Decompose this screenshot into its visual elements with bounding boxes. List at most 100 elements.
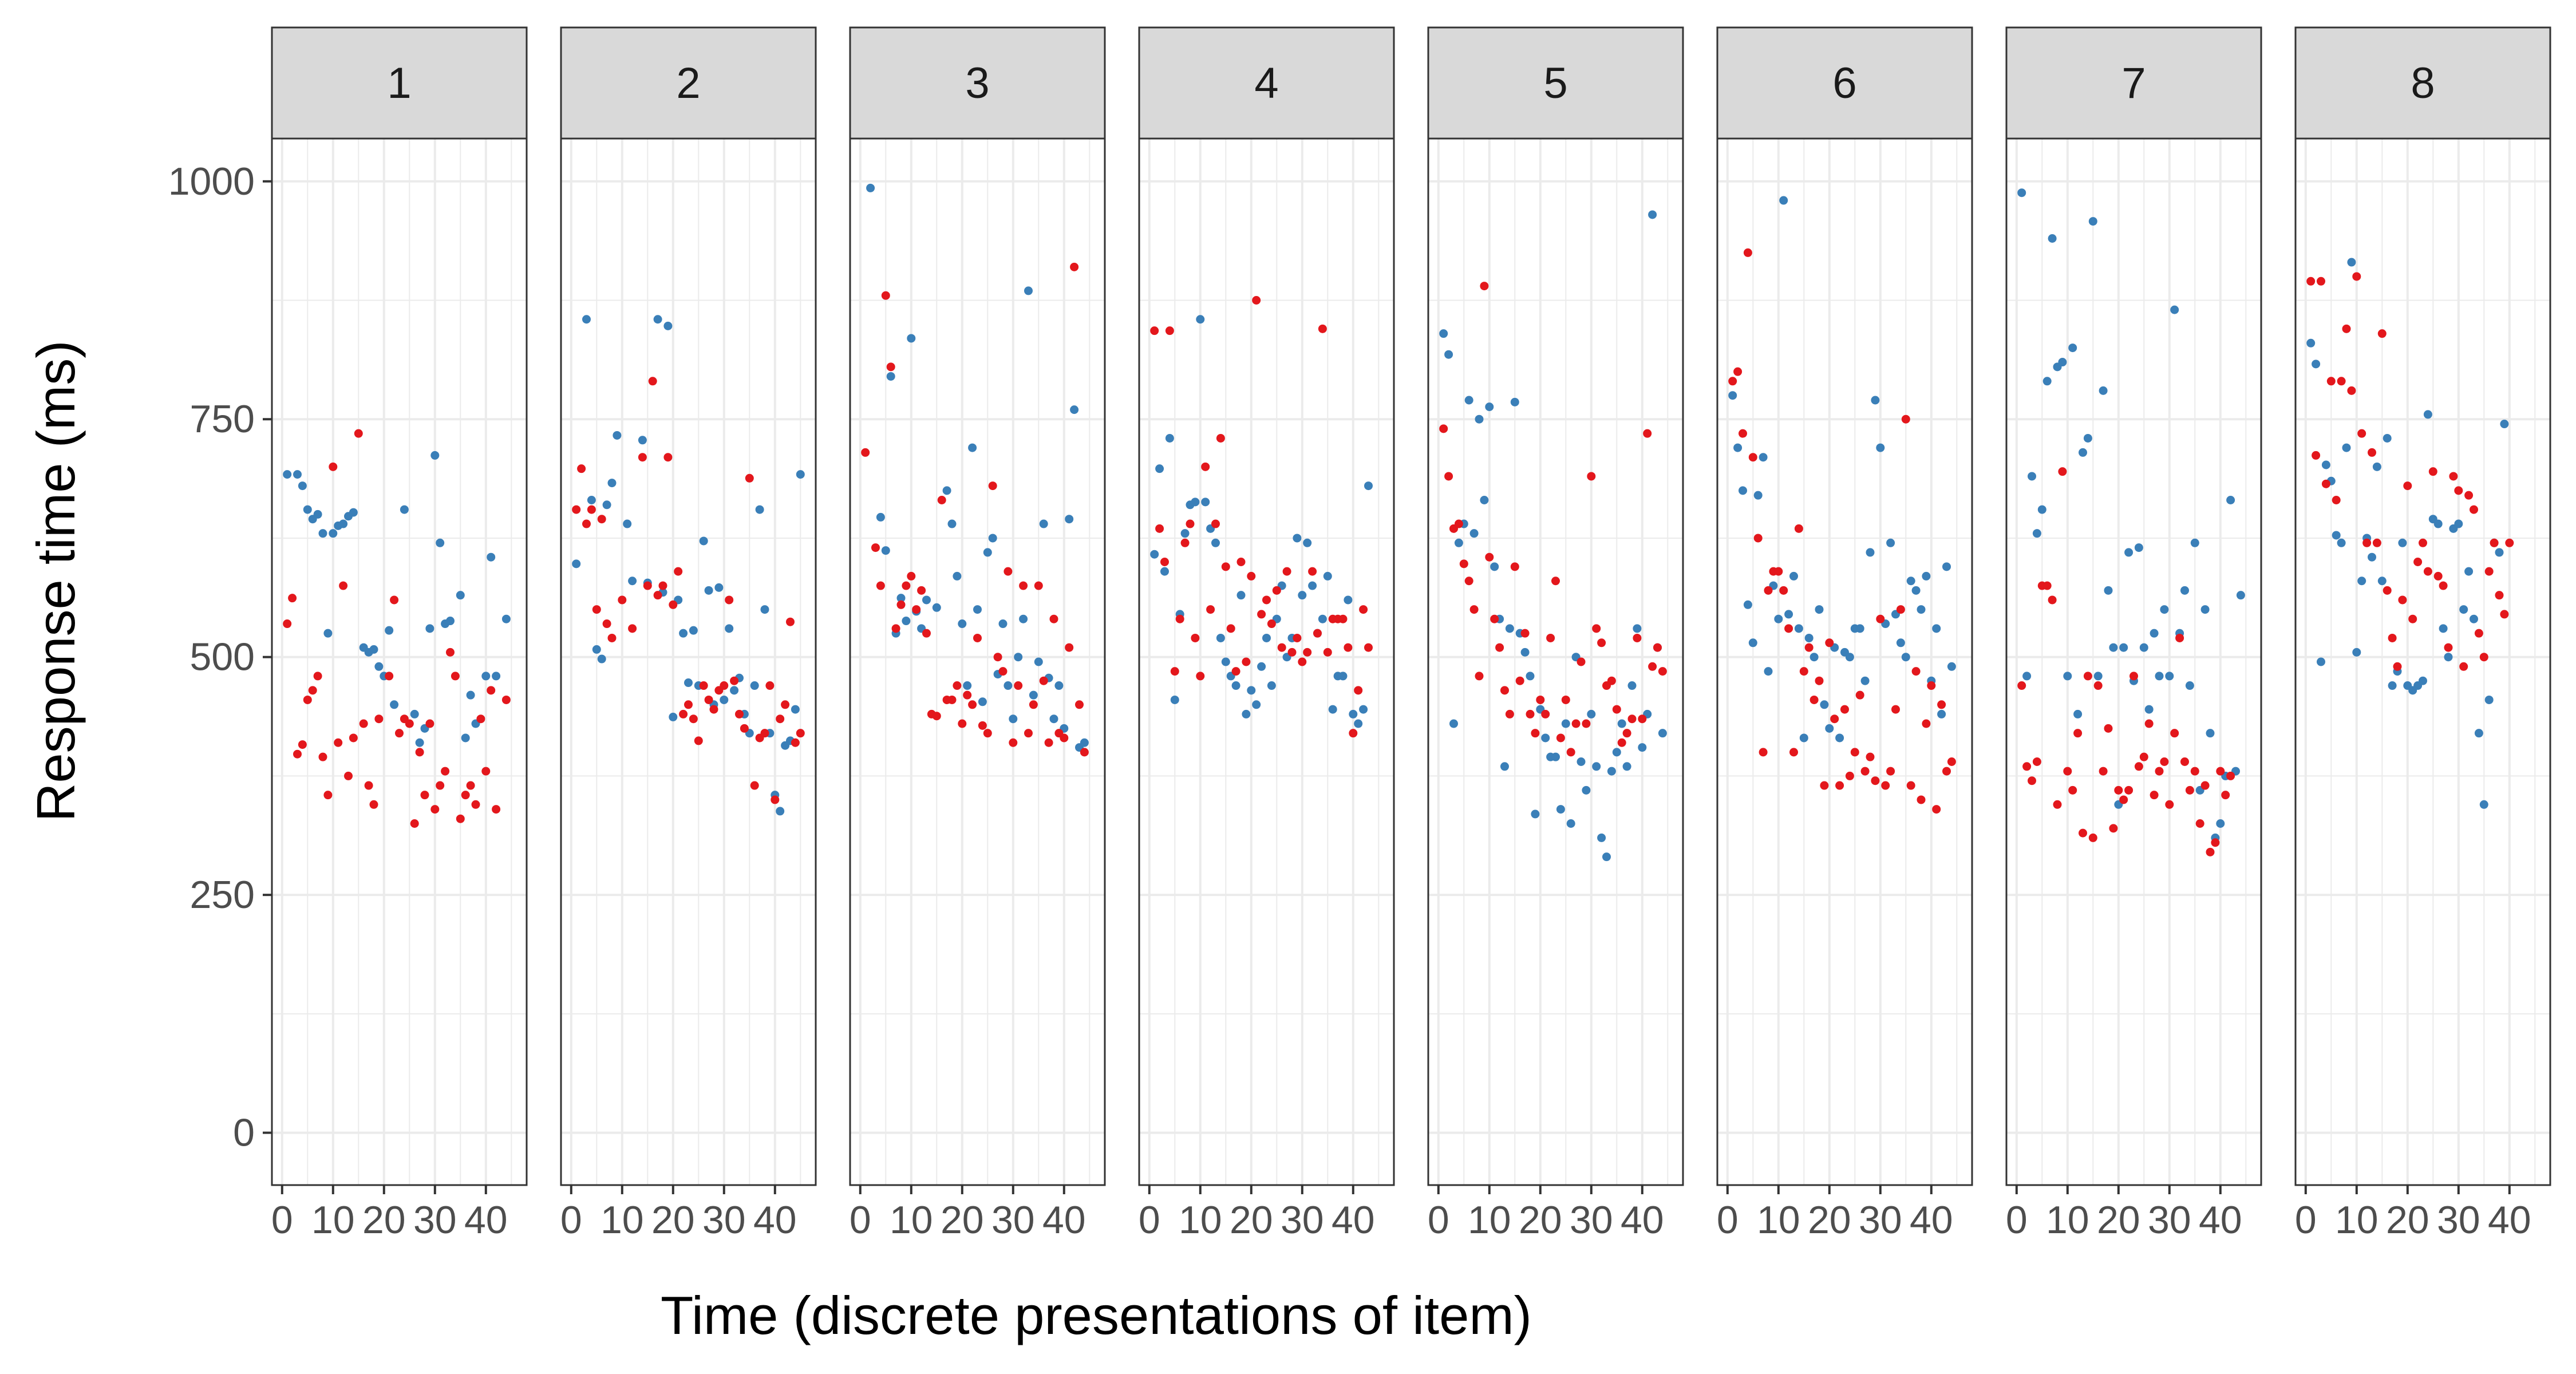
data-point-red	[2342, 324, 2351, 333]
data-point-red	[912, 605, 921, 614]
data-point-red	[430, 805, 440, 814]
data-point-red	[2362, 538, 2372, 547]
data-point-red	[2180, 757, 2189, 766]
data-point-blue	[2190, 538, 2199, 547]
data-point-blue	[1774, 614, 1783, 623]
data-point-blue	[714, 583, 724, 592]
data-point-red	[1541, 709, 1550, 718]
data-point-blue	[410, 709, 419, 718]
data-point-red	[1293, 633, 1302, 642]
data-point-red	[1876, 614, 1885, 623]
data-point-blue	[1835, 733, 1844, 743]
data-point-blue	[374, 662, 384, 671]
data-point-blue	[2347, 258, 2356, 267]
data-point-blue	[1024, 286, 1033, 295]
data-point-blue	[689, 626, 698, 635]
data-point-red	[1739, 429, 1747, 438]
data-point-red	[648, 377, 657, 386]
panel-background	[272, 139, 527, 1185]
data-point-red	[973, 633, 982, 642]
data-point-red	[1546, 633, 1555, 642]
data-point-red	[1932, 805, 1941, 814]
panel-background	[2296, 139, 2550, 1185]
data-point-red	[2470, 505, 2478, 514]
y-tick-label: 750	[190, 397, 255, 441]
x-tick-label: 20	[362, 1198, 406, 1242]
data-point-blue	[720, 695, 729, 704]
data-point-red	[983, 729, 992, 738]
data-point-red	[871, 543, 880, 552]
data-point-blue	[1454, 538, 1463, 547]
data-point-blue	[1293, 534, 1302, 543]
data-point-red	[2206, 847, 2215, 856]
x-tick-label: 0	[560, 1198, 582, 1242]
data-point-blue	[2444, 653, 2453, 662]
facet-strip	[560, 26, 817, 140]
data-point-blue	[1165, 433, 1174, 443]
data-point-red	[451, 672, 460, 681]
data-point-red	[2068, 785, 2077, 795]
data-point-red	[876, 581, 885, 590]
data-point-blue	[1054, 681, 1064, 690]
y-tick-label: 500	[190, 635, 255, 679]
data-point-red	[1338, 614, 1348, 623]
data-point-red	[607, 633, 617, 642]
data-point-blue	[2200, 605, 2210, 614]
data-point-red	[1464, 577, 1473, 586]
data-point-red	[1789, 748, 1798, 757]
data-point-blue	[1160, 567, 1169, 576]
x-tick-label: 10	[890, 1198, 933, 1242]
data-point-red	[2408, 614, 2417, 623]
data-point-red	[2063, 767, 2072, 776]
data-point-red	[1480, 282, 1489, 291]
data-point-red	[2216, 767, 2225, 776]
data-point-blue	[1449, 719, 1458, 728]
data-point-blue	[1029, 690, 1038, 700]
data-point-blue	[2377, 577, 2387, 586]
data-point-red	[861, 448, 870, 457]
facet-panel-4: 40 10 20 30 40	[1138, 26, 1395, 1242]
data-point-red	[1809, 695, 1819, 704]
data-point-blue	[1886, 538, 1895, 547]
data-point-blue	[2439, 624, 2448, 633]
data-point-blue	[1155, 464, 1164, 473]
data-point-red	[1150, 326, 1159, 335]
x-tick-label: 40	[1910, 1198, 1953, 1242]
data-point-red	[1911, 667, 1921, 676]
data-point-red	[1231, 667, 1240, 676]
data-point-blue	[1789, 571, 1798, 581]
data-point-red	[1622, 729, 1631, 738]
data-point-red	[1216, 433, 1225, 443]
data-point-blue	[293, 470, 302, 479]
data-point-red	[1917, 795, 1926, 804]
panel-points	[2306, 258, 2514, 809]
data-point-blue	[1480, 495, 1489, 504]
data-point-red	[2500, 610, 2509, 619]
data-point-red	[1075, 700, 1084, 709]
data-point-blue	[2236, 591, 2245, 600]
data-point-red	[1272, 586, 1281, 595]
x-tick-label: 20	[2097, 1198, 2140, 1242]
data-point-blue	[1485, 402, 1494, 412]
facet-strip-label: 2	[676, 59, 700, 108]
data-point-red	[1318, 324, 1327, 333]
data-point-blue	[1876, 443, 1885, 452]
data-point-red	[1855, 690, 1864, 700]
data-point-blue	[2312, 360, 2321, 369]
data-point-red	[1845, 771, 1854, 780]
data-point-red	[684, 700, 693, 709]
data-point-blue	[1070, 405, 1079, 414]
data-point-red	[2017, 681, 2026, 690]
y-axis-tick-labels: 0 250 500 750 1000	[168, 160, 272, 1155]
data-point-blue	[1597, 833, 1606, 842]
data-point-blue	[1500, 762, 1509, 771]
data-point-red	[2388, 633, 2397, 642]
data-point-red	[2221, 791, 2230, 800]
data-point-red	[1871, 776, 1880, 785]
data-point-red	[461, 791, 470, 800]
x-tick-label: 40	[2199, 1198, 2242, 1242]
panel-border	[560, 137, 817, 1186]
data-point-red	[2383, 586, 2392, 595]
data-point-red	[2165, 800, 2174, 809]
